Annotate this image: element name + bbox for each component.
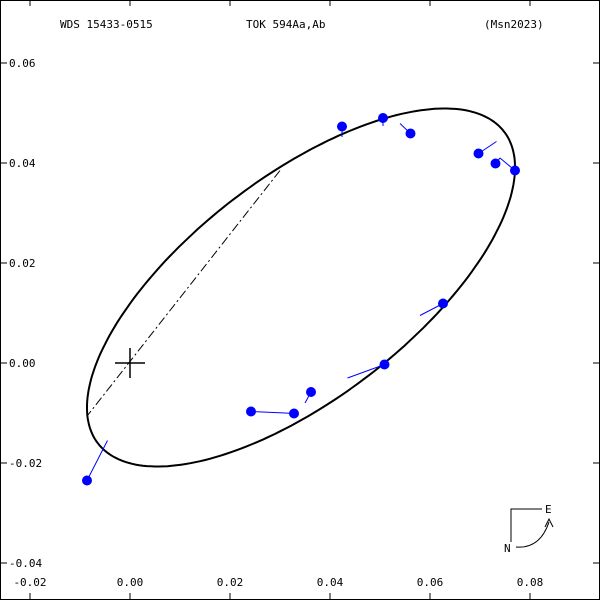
y-tick-label: -0.04 [9,557,42,570]
y-tick-label: 0.02 [9,257,36,270]
y-tick-label: 0.00 [9,357,36,370]
x-tick-label: 0.04 [317,576,344,589]
observation-point [378,113,388,123]
y-tick-label: 0.06 [9,57,36,70]
residual-line [86,440,108,481]
chart-title: TOK 594Aa,Ab [246,18,325,31]
observation-point [473,148,484,159]
compass-arrow-icon [515,521,550,548]
residual-line [347,364,385,379]
reference-label: (Msn2023) [484,18,544,31]
observation-point [246,406,256,417]
line-of-nodes [87,170,281,416]
x-tick-label: 0.06 [417,576,444,589]
observation-point [289,408,299,419]
observation-point [405,128,416,139]
wds-label: WDS 15433-0515 [60,18,153,31]
compass-axes [510,508,542,542]
compass-rose: E N [504,503,554,555]
y-tick-label: -0.02 [9,457,42,470]
observation-point [379,359,390,370]
observation-point [490,158,501,169]
observation-point [438,298,448,309]
compass-arrowhead-icon [544,517,554,528]
observation-point [510,165,520,176]
orbit-layer [86,107,516,468]
x-tick-label: 0.00 [117,576,144,589]
residual-line [250,411,286,414]
observation-point [337,121,347,132]
x-tick-label: -0.02 [13,576,46,589]
compass-east-label: E [545,503,552,516]
observations-layer [82,113,520,486]
observation-point [306,387,316,397]
x-tick-label: 0.08 [517,576,544,589]
observation-point [82,475,92,486]
y-tick-label: 0.04 [9,157,36,170]
x-tick-label: 0.02 [217,576,244,589]
compass-north-label: N [504,542,511,555]
orbit-ellipse [86,107,516,468]
